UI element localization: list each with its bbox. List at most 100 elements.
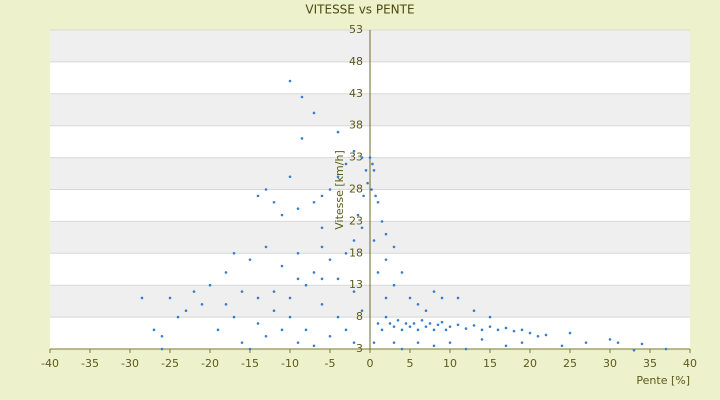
- point: [312, 111, 316, 115]
- point: [328, 334, 332, 338]
- point: [312, 344, 316, 348]
- y-tick-label: 18: [349, 246, 363, 259]
- point: [264, 188, 268, 191]
- point: [288, 175, 292, 179]
- point: [416, 341, 420, 344]
- y-tick-label: 8: [356, 310, 363, 323]
- point: [504, 344, 508, 348]
- point: [412, 322, 416, 325]
- point: [320, 277, 324, 281]
- point: [336, 315, 340, 319]
- x-tick-label: 10: [443, 357, 457, 370]
- point: [400, 271, 404, 274]
- point: [368, 156, 372, 159]
- y-tick-label: 13: [349, 278, 363, 291]
- point: [288, 79, 292, 83]
- point: [432, 328, 436, 332]
- point: [404, 322, 408, 325]
- point: [480, 328, 484, 332]
- point: [168, 296, 172, 300]
- point: [520, 328, 524, 332]
- point: [362, 194, 365, 198]
- point: [256, 194, 260, 198]
- point: [352, 290, 356, 293]
- point: [280, 213, 284, 217]
- point: [416, 328, 420, 332]
- point: [392, 283, 396, 287]
- point: [488, 325, 492, 328]
- point: [384, 232, 388, 236]
- point: [336, 130, 340, 134]
- point: [408, 325, 412, 328]
- point: [344, 162, 348, 166]
- x-tick-label: -5: [325, 357, 336, 370]
- x-tick-label: 0: [367, 357, 374, 370]
- point: [400, 347, 404, 351]
- point: [320, 194, 324, 198]
- point: [344, 328, 348, 332]
- point: [376, 200, 380, 204]
- point: [436, 323, 440, 327]
- point: [320, 303, 324, 306]
- point: [176, 315, 180, 319]
- point: [264, 334, 268, 338]
- y-tick-label: 48: [349, 55, 363, 68]
- point: [560, 344, 564, 348]
- point: [328, 188, 332, 191]
- y-tick-label: 33: [349, 151, 363, 164]
- point: [184, 309, 188, 313]
- point: [376, 322, 380, 325]
- x-tick-label: 30: [603, 357, 617, 370]
- point: [544, 333, 548, 337]
- point: [370, 188, 373, 191]
- x-tick-label: -15: [241, 357, 259, 370]
- point: [456, 323, 460, 327]
- point: [312, 200, 316, 204]
- point: [392, 245, 396, 249]
- point: [384, 315, 388, 319]
- point: [432, 290, 436, 293]
- point: [371, 162, 374, 166]
- point: [408, 296, 412, 300]
- point: [272, 200, 276, 204]
- point: [608, 338, 612, 341]
- point: [256, 296, 260, 300]
- point: [240, 341, 244, 344]
- point: [428, 322, 432, 325]
- y-tick-label: 38: [349, 119, 363, 132]
- point: [640, 342, 644, 346]
- point: [372, 341, 376, 344]
- point: [396, 318, 400, 322]
- point: [374, 194, 377, 198]
- x-tick-label: -40: [41, 357, 59, 370]
- point: [440, 296, 444, 300]
- point: [456, 296, 460, 300]
- point: [336, 277, 340, 281]
- point: [424, 325, 428, 328]
- point: [416, 303, 420, 306]
- point: [224, 271, 228, 274]
- chart-title: VITESSE vs PENTE: [305, 3, 414, 17]
- x-tick-label: 15: [483, 357, 497, 370]
- y-tick-label: 43: [349, 87, 363, 100]
- point: [384, 258, 388, 261]
- point: [304, 283, 308, 287]
- point: [364, 169, 368, 172]
- point: [366, 181, 369, 185]
- point: [352, 239, 356, 242]
- point: [296, 252, 300, 255]
- point: [288, 296, 292, 300]
- point: [372, 169, 376, 172]
- point: [192, 290, 196, 293]
- point: [344, 252, 348, 255]
- point: [400, 328, 404, 332]
- point: [256, 322, 260, 325]
- point: [488, 315, 492, 319]
- point: [328, 258, 332, 261]
- x-tick-label: -20: [201, 357, 219, 370]
- point: [272, 290, 276, 293]
- point: [320, 245, 324, 249]
- point: [240, 290, 244, 293]
- point: [232, 252, 236, 255]
